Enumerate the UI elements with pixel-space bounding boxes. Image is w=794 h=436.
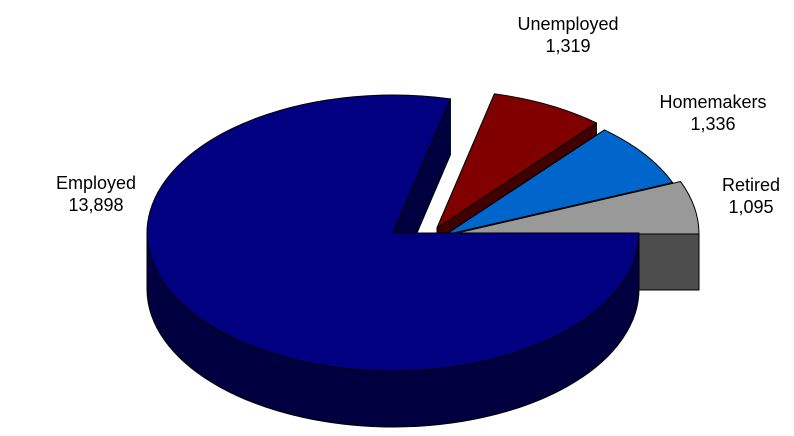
slice-top-retired <box>452 181 700 235</box>
slice-name-employed: Employed <box>55 173 137 193</box>
slice-label-employed: Employed 13,898 <box>36 172 156 216</box>
slice-label-retired: Retired 1,095 <box>706 174 794 218</box>
slice-value-retired: 1,095 <box>728 197 774 217</box>
slice-value-homemakers: 1,336 <box>690 114 736 134</box>
slice-value-employed: 13,898 <box>68 195 124 215</box>
slice-name-retired: Retired <box>721 175 781 195</box>
slice-label-homemakers: Homemakers 1,336 <box>643 91 783 135</box>
slice-name-homemakers: Homemakers <box>659 92 767 112</box>
slice-name-unemployed: Unemployed <box>517 14 619 34</box>
slice-top-employed <box>146 94 640 372</box>
slice-top-homemakers <box>444 129 674 236</box>
slice-label-unemployed: Unemployed 1,319 <box>498 13 638 57</box>
slice-value-unemployed: 1,319 <box>545 36 591 56</box>
slice-top-unemployed <box>436 93 597 229</box>
